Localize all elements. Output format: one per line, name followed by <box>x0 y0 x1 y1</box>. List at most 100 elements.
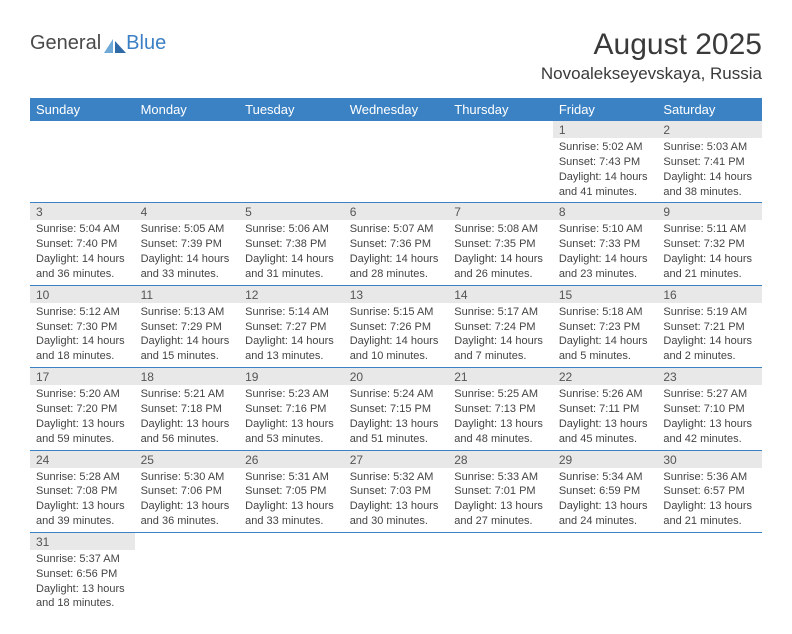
day-number: 15 <box>553 286 658 303</box>
sunrise-text: Sunrise: 5:27 AM <box>663 387 756 402</box>
daylight-text: Daylight: 13 hours <box>559 499 652 514</box>
day-details: Sunrise: 5:28 AMSunset: 7:08 PMDaylight:… <box>30 468 135 532</box>
location: Novoalekseyevskaya, Russia <box>541 64 762 84</box>
logo-text-right: Blue <box>126 32 166 55</box>
calendar-cell: 8Sunrise: 5:10 AMSunset: 7:33 PMDaylight… <box>553 203 658 285</box>
calendar-cell: 11Sunrise: 5:13 AMSunset: 7:29 PMDayligh… <box>135 285 240 367</box>
day-number: 16 <box>657 286 762 303</box>
sunset-text: Sunset: 7:10 PM <box>663 402 756 417</box>
calendar-cell: 31Sunrise: 5:37 AMSunset: 6:56 PMDayligh… <box>30 532 135 614</box>
daylight-text: Daylight: 14 hours <box>559 170 652 185</box>
daylight-text: and 36 minutes. <box>36 267 129 282</box>
sunset-text: Sunset: 7:06 PM <box>141 484 234 499</box>
sunrise-text: Sunrise: 5:02 AM <box>559 140 652 155</box>
sunrise-text: Sunrise: 5:18 AM <box>559 305 652 320</box>
day-details: Sunrise: 5:13 AMSunset: 7:29 PMDaylight:… <box>135 303 240 367</box>
daylight-text: Daylight: 14 hours <box>350 252 443 267</box>
daylight-text: and 5 minutes. <box>559 349 652 364</box>
calendar-week-row: 10Sunrise: 5:12 AMSunset: 7:30 PMDayligh… <box>30 285 762 367</box>
day-details: Sunrise: 5:10 AMSunset: 7:33 PMDaylight:… <box>553 220 658 284</box>
day-number: 21 <box>448 368 553 385</box>
daylight-text: and 51 minutes. <box>350 432 443 447</box>
sunset-text: Sunset: 7:23 PM <box>559 320 652 335</box>
day-details: Sunrise: 5:14 AMSunset: 7:27 PMDaylight:… <box>239 303 344 367</box>
daylight-text: and 18 minutes. <box>36 596 129 611</box>
sunrise-text: Sunrise: 5:34 AM <box>559 470 652 485</box>
calendar-cell: 18Sunrise: 5:21 AMSunset: 7:18 PMDayligh… <box>135 368 240 450</box>
sunrise-text: Sunrise: 5:31 AM <box>245 470 338 485</box>
weekday-header: Sunday <box>30 98 135 121</box>
sunset-text: Sunset: 7:05 PM <box>245 484 338 499</box>
sunrise-text: Sunrise: 5:14 AM <box>245 305 338 320</box>
day-number: 9 <box>657 203 762 220</box>
calendar-cell: 21Sunrise: 5:25 AMSunset: 7:13 PMDayligh… <box>448 368 553 450</box>
sunset-text: Sunset: 6:57 PM <box>663 484 756 499</box>
daylight-text: and 38 minutes. <box>663 185 756 200</box>
day-number: 14 <box>448 286 553 303</box>
daylight-text: Daylight: 14 hours <box>663 334 756 349</box>
calendar-cell <box>553 532 658 614</box>
daylight-text: Daylight: 13 hours <box>454 417 547 432</box>
sunset-text: Sunset: 7:38 PM <box>245 237 338 252</box>
day-details: Sunrise: 5:02 AMSunset: 7:43 PMDaylight:… <box>553 138 658 202</box>
day-number: 28 <box>448 451 553 468</box>
weekday-header: Tuesday <box>239 98 344 121</box>
day-details: Sunrise: 5:33 AMSunset: 7:01 PMDaylight:… <box>448 468 553 532</box>
sunrise-text: Sunrise: 5:13 AM <box>141 305 234 320</box>
daylight-text: Daylight: 13 hours <box>454 499 547 514</box>
sunrise-text: Sunrise: 5:04 AM <box>36 222 129 237</box>
daylight-text: Daylight: 13 hours <box>141 417 234 432</box>
day-number: 8 <box>553 203 658 220</box>
day-number: 4 <box>135 203 240 220</box>
day-number: 24 <box>30 451 135 468</box>
sunrise-text: Sunrise: 5:32 AM <box>350 470 443 485</box>
sunrise-text: Sunrise: 5:36 AM <box>663 470 756 485</box>
daylight-text: and 45 minutes. <box>559 432 652 447</box>
sunset-text: Sunset: 6:59 PM <box>559 484 652 499</box>
calendar-cell: 28Sunrise: 5:33 AMSunset: 7:01 PMDayligh… <box>448 450 553 532</box>
day-details: Sunrise: 5:06 AMSunset: 7:38 PMDaylight:… <box>239 220 344 284</box>
calendar-week-row: 3Sunrise: 5:04 AMSunset: 7:40 PMDaylight… <box>30 203 762 285</box>
calendar-cell: 15Sunrise: 5:18 AMSunset: 7:23 PMDayligh… <box>553 285 658 367</box>
day-number: 13 <box>344 286 449 303</box>
sunrise-text: Sunrise: 5:33 AM <box>454 470 547 485</box>
day-number: 12 <box>239 286 344 303</box>
day-number: 27 <box>344 451 449 468</box>
day-number: 6 <box>344 203 449 220</box>
sunrise-text: Sunrise: 5:25 AM <box>454 387 547 402</box>
daylight-text: and 7 minutes. <box>454 349 547 364</box>
sunrise-text: Sunrise: 5:28 AM <box>36 470 129 485</box>
day-number: 18 <box>135 368 240 385</box>
day-number: 3 <box>30 203 135 220</box>
daylight-text: and 21 minutes. <box>663 267 756 282</box>
calendar-cell: 13Sunrise: 5:15 AMSunset: 7:26 PMDayligh… <box>344 285 449 367</box>
calendar-cell: 3Sunrise: 5:04 AMSunset: 7:40 PMDaylight… <box>30 203 135 285</box>
calendar-cell <box>135 532 240 614</box>
calendar-week-row: 31Sunrise: 5:37 AMSunset: 6:56 PMDayligh… <box>30 532 762 614</box>
daylight-text: Daylight: 13 hours <box>559 417 652 432</box>
day-details: Sunrise: 5:08 AMSunset: 7:35 PMDaylight:… <box>448 220 553 284</box>
month-title: August 2025 <box>541 28 762 62</box>
sunset-text: Sunset: 7:24 PM <box>454 320 547 335</box>
day-details: Sunrise: 5:32 AMSunset: 7:03 PMDaylight:… <box>344 468 449 532</box>
daylight-text: Daylight: 13 hours <box>663 499 756 514</box>
sunrise-text: Sunrise: 5:05 AM <box>141 222 234 237</box>
calendar-cell <box>448 121 553 203</box>
day-details: Sunrise: 5:26 AMSunset: 7:11 PMDaylight:… <box>553 385 658 449</box>
calendar-cell: 7Sunrise: 5:08 AMSunset: 7:35 PMDaylight… <box>448 203 553 285</box>
calendar-cell: 14Sunrise: 5:17 AMSunset: 7:24 PMDayligh… <box>448 285 553 367</box>
day-number: 29 <box>553 451 658 468</box>
daylight-text: Daylight: 13 hours <box>36 499 129 514</box>
daylight-text: Daylight: 13 hours <box>245 417 338 432</box>
day-details: Sunrise: 5:21 AMSunset: 7:18 PMDaylight:… <box>135 385 240 449</box>
day-details: Sunrise: 5:15 AMSunset: 7:26 PMDaylight:… <box>344 303 449 367</box>
daylight-text: Daylight: 14 hours <box>559 252 652 267</box>
calendar-cell: 22Sunrise: 5:26 AMSunset: 7:11 PMDayligh… <box>553 368 658 450</box>
sunset-text: Sunset: 7:26 PM <box>350 320 443 335</box>
daylight-text: and 36 minutes. <box>141 514 234 529</box>
calendar-cell: 30Sunrise: 5:36 AMSunset: 6:57 PMDayligh… <box>657 450 762 532</box>
sunrise-text: Sunrise: 5:10 AM <box>559 222 652 237</box>
daylight-text: Daylight: 14 hours <box>141 252 234 267</box>
calendar-cell: 29 Sunrise: 5:34 AMSunset: 6:59 PMDayligh… <box>553 450 658 532</box>
day-number: 10 <box>30 286 135 303</box>
